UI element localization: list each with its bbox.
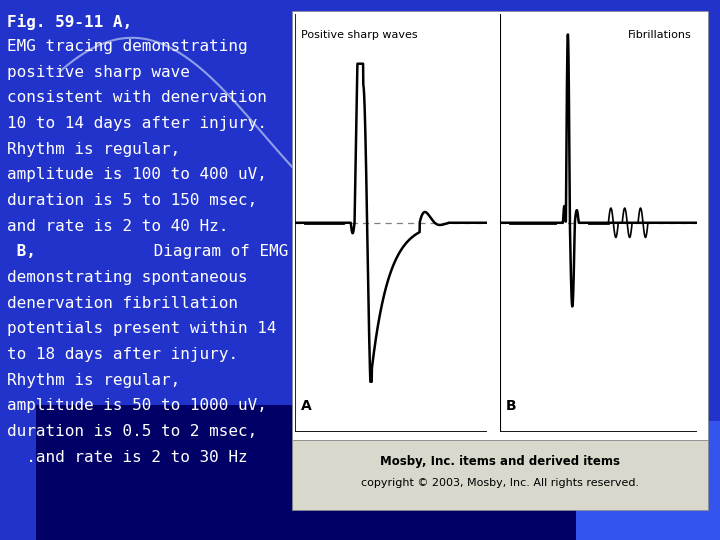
Text: positive sharp wave: positive sharp wave	[7, 65, 190, 80]
Text: Diagram of: Diagram of	[599, 14, 705, 29]
Bar	[292, 11, 708, 440]
Text: Rhythm is regular,: Rhythm is regular,	[7, 141, 181, 157]
Text: Positive sharp waves: Positive sharp waves	[301, 30, 418, 40]
Text: consistent with denervation: consistent with denervation	[7, 90, 267, 105]
Text: denervation fibrillation: denervation fibrillation	[7, 296, 238, 310]
Text: duration is 0.5 to 2 msec,: duration is 0.5 to 2 msec,	[7, 424, 258, 439]
Bar	[36, 405, 576, 540]
Text: Fig. 59-11 A,: Fig. 59-11 A,	[7, 14, 132, 30]
Text: amplitude is 50 to 1000 uV,: amplitude is 50 to 1000 uV,	[7, 399, 267, 413]
Text: 10 to 14 days after injury.: 10 to 14 days after injury.	[7, 116, 267, 131]
Text: to 18 days after injury.: to 18 days after injury.	[7, 347, 238, 362]
Text: .and rate is 2 to 30 Hz: .and rate is 2 to 30 Hz	[7, 449, 248, 464]
Text: B: B	[505, 399, 516, 413]
Text: demonstrating spontaneous: demonstrating spontaneous	[7, 270, 248, 285]
Text: EMG tracing demonstrating: EMG tracing demonstrating	[7, 39, 248, 54]
Bar	[576, 421, 720, 540]
Text: duration is 5 to 150 msec,: duration is 5 to 150 msec,	[7, 193, 258, 208]
Text: potentials present within 14: potentials present within 14	[7, 321, 276, 336]
Text: Rhythm is regular,: Rhythm is regular,	[7, 373, 181, 388]
Text: and rate is 2 to 40 Hz.: and rate is 2 to 40 Hz.	[7, 219, 228, 234]
Text: amplitude is 100 to 400 uV,: amplitude is 100 to 400 uV,	[7, 167, 267, 183]
Text: A: A	[301, 399, 312, 413]
Text: Fibrillations: Fibrillations	[628, 30, 691, 40]
Text: copyright © 2003, Mosby, Inc. All rights reserved.: copyright © 2003, Mosby, Inc. All rights…	[361, 478, 639, 488]
Text: Diagram of EMG tracing: Diagram of EMG tracing	[144, 244, 365, 259]
Text: B,: B,	[7, 244, 36, 259]
Text: Mosby, Inc. items and derived items: Mosby, Inc. items and derived items	[379, 455, 620, 468]
Bar	[292, 440, 708, 510]
